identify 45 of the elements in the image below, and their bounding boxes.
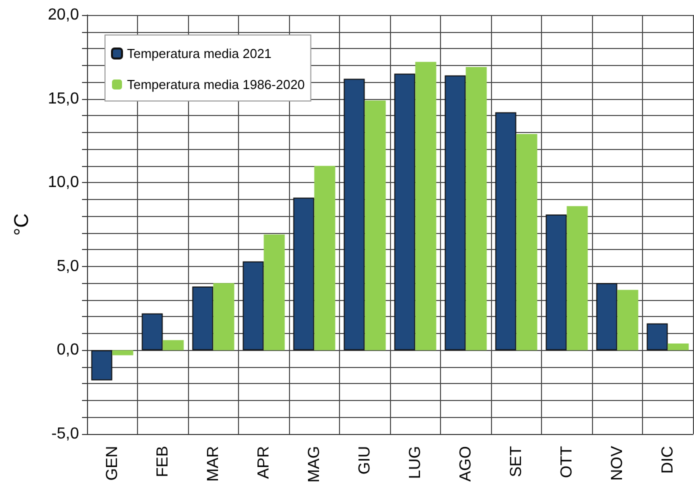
bar — [466, 66, 487, 350]
bar — [394, 74, 416, 350]
x-tick-label: AGO — [457, 446, 474, 482]
bar — [444, 75, 466, 350]
x-tick-label: GIU — [356, 446, 374, 474]
y-tick-label: 20,0 — [48, 6, 80, 24]
bar — [596, 283, 618, 350]
x-tick-label: FEB — [154, 446, 172, 478]
x-tick-label: GEN — [104, 446, 121, 481]
bar — [293, 198, 314, 350]
bar — [213, 283, 234, 350]
bar — [264, 234, 285, 350]
x-tick-label: NOV — [608, 446, 626, 481]
x-tick-label: OTT — [558, 446, 576, 478]
bar — [516, 134, 538, 350]
bar — [344, 78, 365, 350]
bar — [142, 313, 163, 350]
y-tick-label: 15,0 — [48, 90, 80, 108]
y-tick-label: 0,0 — [56, 342, 80, 359]
bar — [415, 62, 436, 350]
x-tick-label: DIC — [659, 446, 676, 474]
bar — [495, 112, 516, 350]
x-tick-label: MAG — [306, 446, 323, 482]
bar — [546, 214, 567, 350]
bar — [314, 166, 336, 350]
bar — [242, 261, 264, 350]
bar — [617, 290, 638, 350]
x-tick-label: LUG — [406, 446, 424, 479]
y-tick-label: 5,0 — [56, 258, 80, 275]
bar — [91, 350, 112, 380]
bar — [112, 350, 134, 356]
bar — [668, 343, 689, 350]
x-tick-label: SET — [508, 446, 525, 478]
legend-label: Temperatura media 1986-2020 — [127, 77, 305, 92]
y-tick-label: -5,0 — [51, 426, 80, 442]
x-tick-label: MAR — [204, 446, 222, 482]
bar — [646, 323, 668, 350]
y-axis-title: °C — [11, 213, 33, 236]
bar — [192, 286, 214, 350]
bar — [566, 206, 588, 350]
y-tick-label: 10,0 — [48, 174, 80, 192]
x-tick-label: APR — [255, 446, 272, 479]
bar — [162, 340, 184, 350]
legend-label: Temperatura media 2021 — [127, 46, 272, 61]
bar — [364, 100, 386, 350]
